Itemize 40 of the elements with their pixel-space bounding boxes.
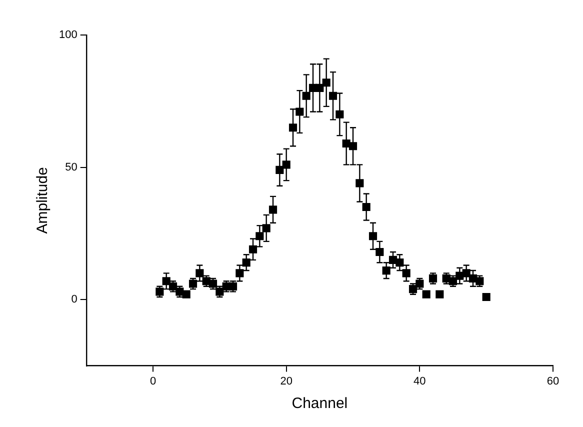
x-tick-label: 0 (150, 375, 156, 388)
point (276, 166, 284, 174)
y-axis-title: Amplitude (34, 167, 52, 234)
point (462, 269, 470, 278)
point (336, 110, 344, 118)
point (456, 272, 464, 280)
point (322, 78, 330, 87)
x-tick-label: 40 (414, 375, 426, 388)
x-tick-label: 20 (280, 375, 292, 388)
point (256, 232, 264, 240)
point (196, 269, 204, 278)
point (316, 84, 324, 92)
point (422, 290, 430, 298)
point (262, 224, 270, 232)
y-tick-label: 100 (58, 29, 78, 42)
point (356, 179, 364, 188)
point (396, 258, 404, 267)
point (328, 92, 338, 100)
x-tick-label: 60 (546, 375, 560, 388)
point (376, 248, 384, 256)
y-tick-label: 0 (71, 294, 78, 306)
point (236, 269, 244, 278)
point (482, 292, 490, 302)
point (182, 290, 190, 298)
point (296, 108, 304, 116)
y-tick-label: 50 (65, 161, 78, 174)
point (282, 160, 290, 169)
point (268, 206, 278, 214)
x-axis-title: Channel (292, 395, 348, 412)
point (436, 290, 444, 298)
point (382, 266, 390, 275)
point (302, 92, 310, 100)
point (368, 232, 378, 240)
point (288, 124, 298, 132)
point (402, 269, 410, 278)
point (248, 245, 258, 254)
point (362, 202, 370, 212)
point (162, 277, 170, 286)
point (348, 142, 358, 150)
point (242, 258, 250, 267)
